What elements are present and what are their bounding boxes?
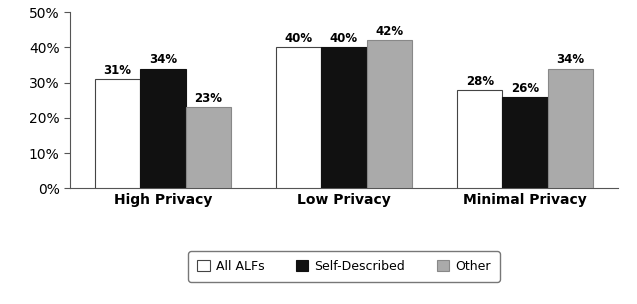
Bar — [95, 79, 140, 188]
Text: 26%: 26% — [511, 82, 539, 95]
Text: 40%: 40% — [285, 32, 313, 45]
Text: 34%: 34% — [149, 54, 177, 67]
Bar — [457, 90, 503, 188]
Bar — [185, 107, 231, 188]
Bar — [321, 47, 367, 188]
Legend: All ALFs, Self-Described, Other: All ALFs, Self-Described, Other — [189, 251, 499, 282]
Text: 40%: 40% — [330, 32, 358, 45]
Bar — [276, 47, 321, 188]
Bar — [367, 40, 412, 188]
Text: 42%: 42% — [375, 25, 403, 38]
Bar — [140, 69, 185, 188]
Bar — [503, 97, 548, 188]
Text: 23%: 23% — [194, 92, 222, 105]
Text: 28%: 28% — [466, 74, 494, 88]
Bar — [548, 69, 593, 188]
Text: 31%: 31% — [104, 64, 132, 77]
Text: 34%: 34% — [556, 54, 584, 67]
